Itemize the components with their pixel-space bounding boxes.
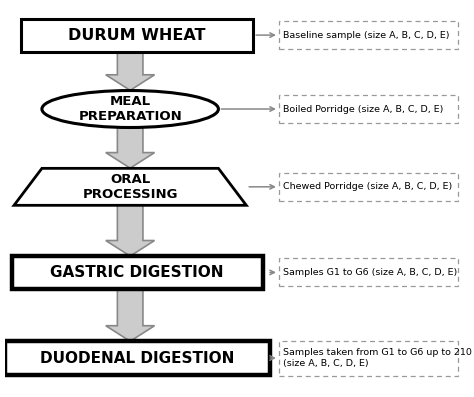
Polygon shape [106,289,155,341]
Bar [21,19,253,52]
Bar [5,341,270,374]
FancyBboxPatch shape [279,21,457,49]
Text: DUODENAL DIGESTION: DUODENAL DIGESTION [40,351,234,366]
Text: GASTRIC DIGESTION: GASTRIC DIGESTION [50,265,224,280]
Polygon shape [106,52,155,91]
FancyBboxPatch shape [279,258,457,286]
Text: Chewed Porridge (size A, B, C, D, E): Chewed Porridge (size A, B, C, D, E) [283,182,453,191]
Text: Samples G1 to G6 (size A, B, C, D, E): Samples G1 to G6 (size A, B, C, D, E) [283,268,458,277]
Text: MEAL
PREPARATION: MEAL PREPARATION [78,95,182,123]
Bar [12,256,263,289]
Text: Samples taken from G1 to G6 up to 210 min
(size A, B, C, D, E): Samples taken from G1 to G6 up to 210 mi… [283,348,474,368]
Ellipse shape [42,91,219,127]
FancyBboxPatch shape [279,341,457,376]
FancyBboxPatch shape [279,95,457,123]
Text: DURUM WHEAT: DURUM WHEAT [68,28,206,42]
Polygon shape [14,168,246,205]
FancyBboxPatch shape [279,173,457,201]
Text: Boiled Porridge (size A, B, C, D, E): Boiled Porridge (size A, B, C, D, E) [283,104,444,114]
Text: Baseline sample (size A, B, C, D, E): Baseline sample (size A, B, C, D, E) [283,31,450,40]
Polygon shape [106,127,155,168]
Text: ORAL
PROCESSING: ORAL PROCESSING [82,173,178,201]
Polygon shape [106,205,155,256]
